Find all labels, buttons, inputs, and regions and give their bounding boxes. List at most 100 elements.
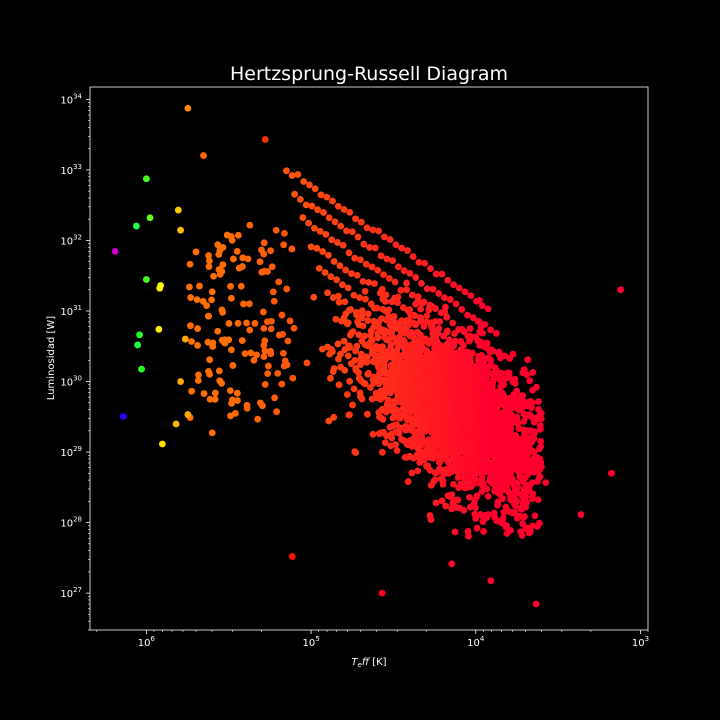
data-point xyxy=(465,367,473,375)
data-point xyxy=(363,224,371,232)
data-point xyxy=(439,371,447,379)
data-point xyxy=(214,327,222,335)
data-point xyxy=(405,407,413,415)
data-point xyxy=(329,294,337,301)
data-point xyxy=(253,351,260,359)
data-point xyxy=(138,365,145,373)
data-point xyxy=(450,281,457,289)
data-point xyxy=(532,600,540,608)
data-point xyxy=(259,402,266,410)
data-point xyxy=(239,254,247,262)
data-point xyxy=(378,346,386,354)
data-point xyxy=(211,389,219,397)
data-point xyxy=(426,304,434,311)
data-point xyxy=(305,219,313,227)
data-point xyxy=(361,332,369,340)
data-point xyxy=(484,436,492,444)
data-point xyxy=(465,478,473,485)
data-point xyxy=(434,329,442,337)
data-point xyxy=(379,415,387,423)
data-point xyxy=(424,407,432,415)
data-point xyxy=(502,447,509,455)
data-point xyxy=(500,458,508,466)
data-point xyxy=(325,417,333,425)
data-point xyxy=(537,442,545,450)
data-point xyxy=(456,378,464,386)
data-point xyxy=(229,396,236,404)
data-point xyxy=(367,331,374,339)
data-point xyxy=(495,350,503,358)
data-point xyxy=(195,371,202,379)
data-point xyxy=(280,241,288,249)
data-point xyxy=(338,317,345,325)
data-point xyxy=(394,293,402,301)
data-point xyxy=(393,346,401,354)
data-point xyxy=(476,412,484,419)
data-point xyxy=(466,332,474,340)
data-point xyxy=(427,398,434,406)
data-point xyxy=(404,345,412,352)
data-point xyxy=(413,416,421,424)
data-point xyxy=(449,368,457,376)
data-point xyxy=(438,270,446,278)
data-point xyxy=(457,369,464,377)
data-point xyxy=(142,276,150,283)
data-point xyxy=(378,589,386,597)
data-point xyxy=(519,499,527,507)
data-point xyxy=(461,422,469,430)
data-point xyxy=(399,304,407,311)
data-point xyxy=(470,408,478,415)
data-point xyxy=(357,350,365,358)
data-point xyxy=(308,202,316,210)
data-point xyxy=(492,435,500,443)
data-point xyxy=(333,276,341,284)
data-point xyxy=(514,489,522,497)
data-point xyxy=(358,395,366,403)
data-point xyxy=(448,560,456,568)
data-point xyxy=(378,448,386,456)
data-point xyxy=(459,401,466,409)
data-point xyxy=(229,362,237,369)
data-point xyxy=(442,466,449,473)
data-point xyxy=(343,391,351,398)
data-point xyxy=(464,405,472,413)
data-point xyxy=(203,302,211,309)
data-point xyxy=(516,473,524,481)
data-point xyxy=(468,389,476,397)
x-tick-label: 105 xyxy=(302,635,319,649)
data-point xyxy=(421,259,429,267)
data-point xyxy=(469,439,477,447)
data-point xyxy=(429,450,437,458)
data-point xyxy=(398,352,406,359)
data-point xyxy=(511,438,518,446)
data-point xyxy=(260,342,268,349)
data-point xyxy=(458,306,466,313)
data-point xyxy=(433,432,441,440)
data-point xyxy=(133,222,140,230)
data-point xyxy=(215,367,223,375)
data-point xyxy=(467,358,474,366)
x-tick-label: 103 xyxy=(632,635,649,649)
data-point xyxy=(404,478,412,486)
data-point xyxy=(536,473,544,481)
data-point xyxy=(513,479,521,487)
data-point xyxy=(454,462,461,470)
data-point xyxy=(316,227,324,235)
data-point xyxy=(514,420,522,428)
data-point xyxy=(384,349,392,356)
data-point xyxy=(492,329,500,337)
data-point xyxy=(321,269,329,276)
data-point xyxy=(443,433,450,440)
data-point xyxy=(346,344,354,351)
data-point xyxy=(423,463,431,470)
data-point xyxy=(487,450,495,457)
data-point xyxy=(377,252,385,260)
data-point xyxy=(442,303,449,311)
x-axis-label: Teff [K] xyxy=(351,657,386,669)
data-point xyxy=(507,526,514,534)
data-point xyxy=(357,355,365,363)
data-point xyxy=(374,266,382,274)
data-point xyxy=(390,354,397,362)
data-point xyxy=(491,487,499,495)
data-point xyxy=(473,429,480,436)
